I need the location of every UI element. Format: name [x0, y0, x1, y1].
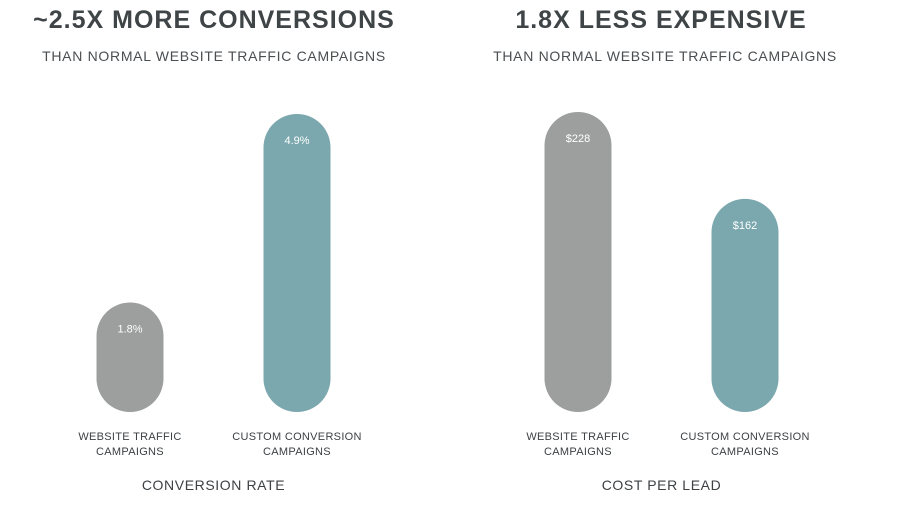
category-label: CAMPAIGNS — [263, 446, 331, 458]
x-axis-title: COST PER LEAD — [602, 477, 722, 493]
bar-website-traffic — [96, 302, 164, 412]
bar-value-label: $228 — [566, 133, 590, 145]
cost-per-lead-chart: $228 WEBSITE TRAFFIC CAMPAIGNS $162 CUSTOM C… — [526, 112, 810, 493]
conversions-panel: ~2.5X MORE CONVERSIONS THAN NORMAL WEBSI… — [33, 6, 395, 493]
conversions-subhead: THAN NORMAL WEBSITE TRAFFIC CAMPAIGNS — [42, 48, 386, 64]
expense-subhead: THAN NORMAL WEBSITE TRAFFIC CAMPAIGNS — [493, 48, 837, 64]
conversions-headline: ~2.5X MORE CONVERSIONS — [33, 6, 395, 34]
bar-value-label: 4.9% — [284, 135, 309, 147]
category-label: WEBSITE TRAFFIC — [78, 431, 181, 443]
bar-custom-conversion — [263, 114, 331, 412]
bar-website-traffic — [544, 112, 612, 412]
bar-custom-conversion — [711, 198, 779, 412]
category-label: CAMPAIGNS — [711, 446, 779, 458]
category-label: CAMPAIGNS — [544, 446, 612, 458]
expense-headline: 1.8X LESS EXPENSIVE — [515, 6, 807, 34]
expense-panel: 1.8X LESS EXPENSIVE THAN NORMAL WEBSITE … — [450, 0, 900, 506]
category-label: CUSTOM CONVERSION — [680, 431, 810, 443]
category-label: CAMPAIGNS — [96, 446, 164, 458]
conversion-rate-chart: 1.8% WEBSITE TRAFFIC CAMPAIGNS 4.9% CUSTOM C… — [78, 114, 362, 493]
x-axis-title: CONVERSION RATE — [142, 477, 285, 493]
bar-value-label: 1.8% — [117, 324, 142, 336]
bar-value-label: $162 — [733, 220, 757, 232]
category-label: CUSTOM CONVERSION — [232, 431, 362, 443]
category-label: WEBSITE TRAFFIC — [526, 431, 629, 443]
